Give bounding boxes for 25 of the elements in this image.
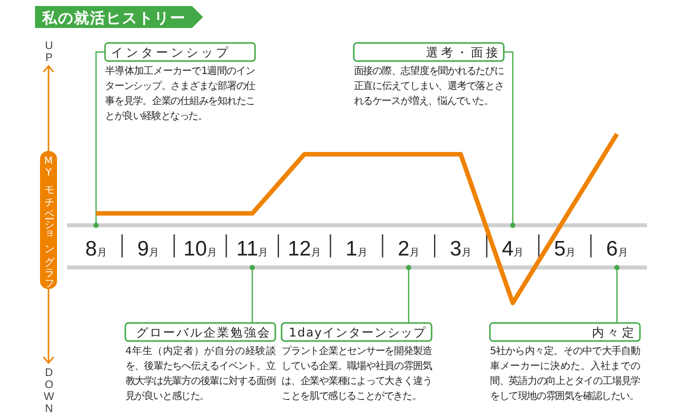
y-axis-title: MYモチベーショングラフ — [40, 151, 57, 289]
text: 面接の際、志望度を聞かれるたびに正直に伝えてしまい、選考で落とされるケースが増え、悩んでいた。 — [354, 64, 504, 109]
annotation: 選考・面接 — [426, 46, 501, 60]
x-tick-label: 6月 — [606, 237, 628, 260]
text: 4年生（内定者）が自分の経験談を、後輩たちへ伝えるイベント。立教大学は先輩方の後輩に対する面倒見が良いと感じた。 — [125, 344, 276, 404]
annotation: インターンシップ — [111, 46, 232, 60]
x-tick-label: 10月 — [184, 237, 217, 260]
annotation: 内々定 — [592, 326, 637, 340]
x-tick-label: 11月 — [236, 237, 268, 260]
x-tick-label: 9月 — [137, 237, 159, 260]
x-tick-label: 4月 — [502, 237, 524, 260]
text: 5社から内々定。その中で大手自動車メーカーに決めた。入社までの間、英語力の向上とタイの工場見学をして現地の雰囲気を確認したい。 — [490, 344, 640, 404]
x-tick-label: 8月 — [85, 237, 107, 260]
text: UP — [42, 40, 55, 64]
text: プラント企業とセンサーを開発製造している企業。職場や社員の雰囲気は、企業や業種によって大きく違うことを肌で感じることができた。 — [282, 344, 432, 404]
x-tick-label: 12月 — [288, 237, 322, 260]
x-tick-label: 3月 — [450, 237, 472, 260]
x-tick-label: 1月 — [346, 237, 368, 260]
x-tick-label: 2月 — [398, 237, 420, 260]
x-tick-label: 5月 — [554, 237, 576, 260]
chart-title: 私の就活ヒストリー — [41, 9, 186, 27]
text: 半導体加工メーカーで1週間のインターンシップ。さまざまな部署の仕事を見学。企業の仕組みを知れたことが良い経験となった。 — [105, 64, 256, 124]
annotation: グローバル企業勉強会 — [136, 326, 271, 340]
annotation: 1dayインターンシップ — [288, 326, 427, 340]
text: DOWN — [42, 367, 55, 415]
